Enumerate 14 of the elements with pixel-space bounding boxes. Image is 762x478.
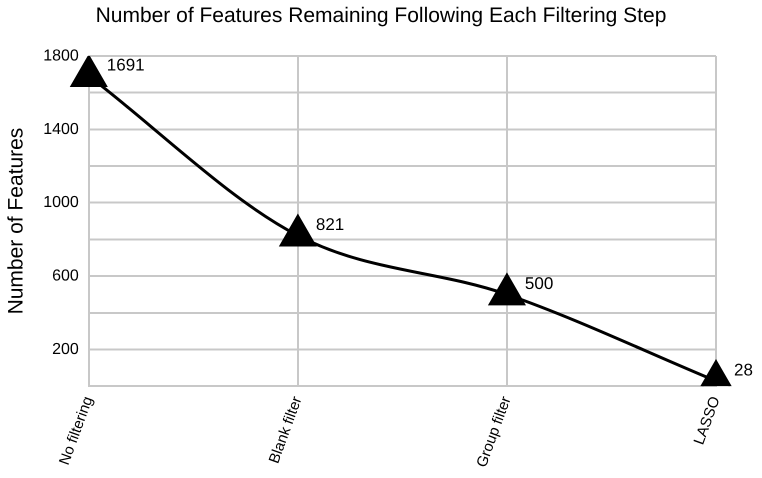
x-tick-label: Group filter	[473, 394, 515, 470]
x-tick-label: LASSO	[690, 394, 724, 447]
data-label: 28	[734, 360, 753, 380]
y-tick-label: 1400	[43, 120, 79, 138]
data-label: 821	[316, 215, 344, 234]
x-tick-label: Blank filter	[266, 394, 306, 466]
y-tick-label: 1000	[43, 194, 79, 212]
data-label: 1691	[106, 56, 145, 75]
y-tick-label: 200	[52, 340, 79, 358]
y-tick-label: 600	[52, 267, 79, 284]
y-axis-title: Number of Features	[4, 128, 28, 314]
data-label: 500	[524, 274, 554, 294]
chart-title: Number of Features Remaining Following Each Filtering Step	[94, 4, 668, 28]
y-tick-label: 1800	[43, 47, 79, 64]
